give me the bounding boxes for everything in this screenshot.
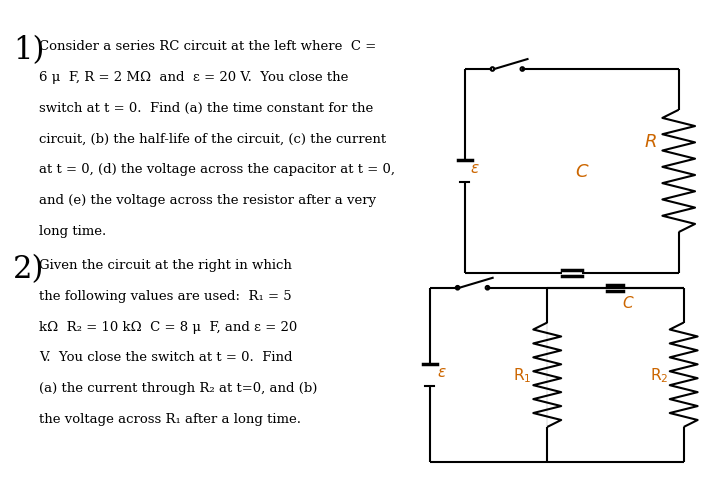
Text: Consider a series RC circuit at the left where  C =: Consider a series RC circuit at the left…	[40, 40, 376, 53]
Text: (a) the current through R₂ at t=0, and (b): (a) the current through R₂ at t=0, and (…	[40, 382, 318, 394]
Text: kΩ  R₂ = 10 kΩ  C = 8 μ  F, and ε = 20: kΩ R₂ = 10 kΩ C = 8 μ F, and ε = 20	[40, 320, 297, 333]
Text: $\varepsilon$: $\varepsilon$	[469, 161, 479, 176]
Text: 6 μ  F, R = 2 MΩ  and  ε = 20 V.  You close the: 6 μ F, R = 2 MΩ and ε = 20 V. You close …	[40, 71, 349, 84]
Text: R$_2$: R$_2$	[650, 366, 668, 385]
Text: the voltage across R₁ after a long time.: the voltage across R₁ after a long time.	[40, 412, 301, 425]
Text: and (e) the voltage across the resistor after a very: and (e) the voltage across the resistor …	[40, 194, 376, 207]
Text: $\varepsilon$: $\varepsilon$	[437, 365, 446, 380]
Text: 2): 2)	[13, 253, 44, 285]
Text: circuit, (b) the half-life of the circuit, (c) the current: circuit, (b) the half-life of the circui…	[40, 132, 386, 145]
Text: long time.: long time.	[40, 224, 107, 238]
Text: 1): 1)	[13, 35, 44, 66]
Text: C: C	[575, 163, 588, 181]
Text: the following values are used:  R₁ = 5: the following values are used: R₁ = 5	[40, 289, 292, 302]
Text: Given the circuit at the right in which: Given the circuit at the right in which	[40, 258, 292, 271]
Text: at t = 0, (d) the voltage across the capacitor at t = 0,: at t = 0, (d) the voltage across the cap…	[40, 163, 395, 176]
Text: R$_1$: R$_1$	[513, 366, 532, 385]
Text: switch at t = 0.  Find (a) the time constant for the: switch at t = 0. Find (a) the time const…	[40, 102, 373, 115]
Text: R: R	[645, 133, 657, 151]
Text: C: C	[622, 296, 633, 310]
Text: V.  You close the switch at t = 0.  Find: V. You close the switch at t = 0. Find	[40, 351, 293, 364]
